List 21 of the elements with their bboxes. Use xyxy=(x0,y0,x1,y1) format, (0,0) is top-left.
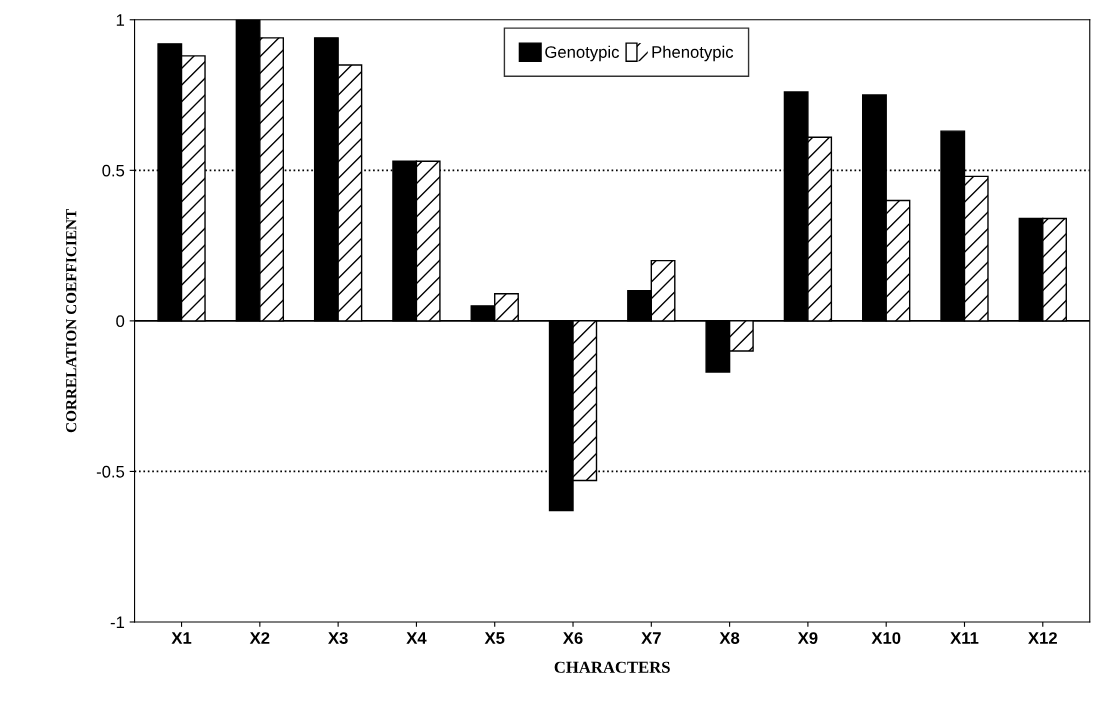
y-tick-label: -1 xyxy=(110,616,125,629)
y-tick-label: 1 xyxy=(116,14,125,26)
y-tick-label: 0 xyxy=(116,315,125,328)
y-tick-label: 0.5 xyxy=(102,164,125,177)
x-tick-label: X4 xyxy=(406,632,427,644)
x-tick-label: X10 xyxy=(871,632,901,644)
x-axis-title: CHARACTERS xyxy=(554,661,670,673)
legend-label: Phenotypic xyxy=(652,45,734,62)
y-tick-label: -0.5 xyxy=(96,465,125,478)
x-tick-label: X9 xyxy=(797,632,818,644)
x-tick-label: X6 xyxy=(562,632,583,644)
x-tick-label: X12 xyxy=(1028,632,1057,644)
x-tick-label: X1 xyxy=(171,632,192,644)
x-tick-label: X11 xyxy=(950,632,979,644)
x-tick-label: X7 xyxy=(641,632,661,644)
x-tick-label: X3 xyxy=(328,632,348,644)
legend-label: Genotypic xyxy=(545,45,620,62)
x-tick-label: X2 xyxy=(249,632,270,644)
x-tick-label: X8 xyxy=(719,632,740,644)
y-axis-title: CORRELATION COEFFICIENT xyxy=(66,208,77,433)
x-tick-label: X5 xyxy=(484,632,505,644)
